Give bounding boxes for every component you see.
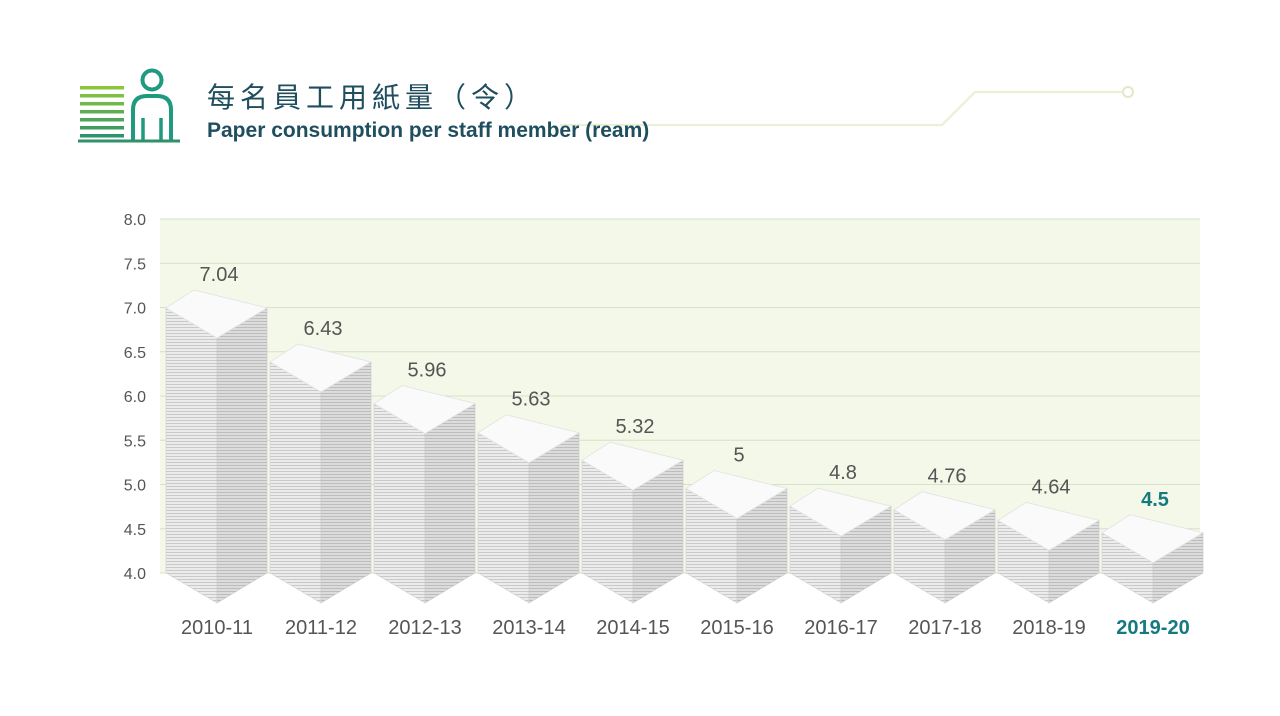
y-tick-label: 8.0	[124, 212, 146, 229]
bar-2011-12	[269, 343, 373, 604]
staff-paper-icon	[78, 68, 180, 143]
value-labels: 7.04 6.43 5.96 5.63 5.32 5 4.8 4.76 4.64 4.5	[200, 264, 1169, 511]
x-tick-label: 2016-17	[804, 617, 877, 639]
bars	[165, 289, 1205, 604]
header-deco-dot	[1122, 86, 1134, 98]
bar-2013-14	[477, 414, 581, 604]
x-axis: 2010-11 2011-12 2012-13 2013-14 2014-15 2015-…	[181, 617, 1190, 639]
x-tick-label: 2013-14	[492, 617, 565, 639]
header-decoration	[78, 68, 1134, 143]
bar-2019-20	[1101, 514, 1205, 604]
value-label: 6.43	[304, 318, 343, 340]
x-tick-label: 2010-11	[181, 617, 253, 639]
y-tick-label: 7.0	[124, 301, 146, 318]
value-label: 4.64	[1032, 476, 1071, 498]
value-label: 4.8	[829, 462, 857, 484]
y-tick-label: 4.5	[124, 522, 146, 539]
bar-side-face	[320, 361, 372, 604]
x-tick-label: 2014-15	[596, 617, 669, 639]
value-label: 4.5	[1141, 489, 1169, 511]
bar-2014-15	[581, 441, 685, 604]
value-label: 5.96	[408, 360, 447, 382]
chart-header: 每名員工用紙量（令） Paper consumption per staff m…	[0, 0, 1280, 170]
x-tick-label: 2019-20	[1116, 617, 1189, 639]
bar-top-face	[685, 470, 789, 519]
value-label: 7.04	[200, 264, 239, 286]
y-tick-label: 5.5	[124, 433, 146, 450]
bar-top-face	[477, 414, 581, 464]
header-deco-line	[560, 90, 1122, 127]
x-tick-label: 2017-18	[908, 617, 981, 639]
bar-top-face	[165, 289, 269, 339]
x-tick-label: 2015-16	[700, 617, 773, 639]
bar-2012-13	[373, 385, 477, 604]
x-tick-label: 2018-19	[1012, 617, 1085, 639]
bar-top-face	[997, 501, 1101, 551]
y-tick-label: 5.0	[124, 478, 146, 495]
bar-side-face	[424, 403, 476, 604]
bar-top-face	[269, 343, 373, 393]
y-axis: 4.0 4.5 5.0 5.5 6.0 6.5 7.0 7.5 8.0	[124, 212, 146, 583]
chart-title-chinese: 每名員工用紙量（令）	[207, 81, 538, 114]
bar-front-face	[373, 403, 426, 604]
bar-2018-19	[997, 501, 1101, 604]
value-label: 5.32	[616, 416, 655, 438]
y-tick-label: 7.5	[124, 256, 146, 273]
bar-2015-16	[685, 470, 789, 604]
bar-front-face	[269, 361, 322, 604]
bar-top-face	[373, 385, 477, 435]
bar-2017-18	[893, 491, 997, 604]
x-tick-label: 2012-13	[388, 617, 461, 639]
bar-2016-17	[789, 487, 893, 604]
bar-top-face	[789, 487, 893, 537]
bar-top-face	[1101, 514, 1205, 564]
y-tick-label: 4.0	[124, 566, 146, 583]
bar-front-face	[165, 307, 218, 604]
y-tick-label: 6.0	[124, 389, 146, 406]
chart-title-english: Paper consumption per staff member (ream…	[207, 119, 650, 142]
bar-top-face	[581, 441, 685, 491]
bar-top-face	[893, 491, 997, 541]
value-label: 4.76	[928, 466, 967, 488]
y-tick-label: 6.5	[124, 345, 146, 362]
bar-2010-11	[165, 289, 269, 604]
bar-side-face	[216, 307, 268, 604]
x-tick-label: 2011-12	[285, 617, 357, 639]
value-label: 5.63	[512, 389, 551, 411]
value-label: 5	[733, 445, 744, 467]
